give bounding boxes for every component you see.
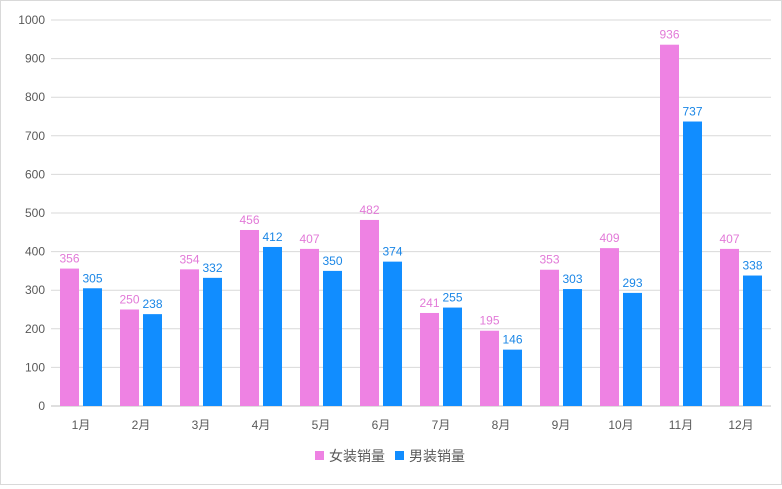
y-tick-label: 200 [25, 322, 45, 336]
y-tick-label: 700 [25, 129, 45, 143]
data-label: 407 [719, 232, 739, 246]
x-tick-label: 1月 [72, 418, 91, 432]
y-axis-ticks: 0 100 200 300 400 500 600 700 800 900 1000 [18, 13, 45, 413]
legend: 女装销量 男装销量 [315, 448, 465, 464]
data-label: 412 [262, 230, 282, 244]
bar-men [563, 289, 582, 406]
data-label: 238 [142, 297, 162, 311]
gridlines [51, 19, 771, 407]
bar-women [60, 268, 79, 406]
y-tick-label: 300 [25, 283, 45, 297]
data-label: 250 [119, 293, 139, 307]
data-label: 356 [59, 252, 79, 266]
bar-men [443, 307, 462, 406]
legend-label: 女装销量 [329, 448, 385, 464]
bar-men [683, 121, 702, 406]
bar-women [660, 44, 679, 406]
data-label: 407 [299, 232, 319, 246]
bar-men [143, 314, 162, 406]
data-label: 353 [539, 253, 559, 267]
bar-women [120, 309, 139, 406]
x-tick-label: 4月 [252, 418, 271, 432]
x-tick-label: 7月 [432, 418, 451, 432]
legend-label: 男装销量 [409, 448, 465, 464]
y-tick-label: 600 [25, 167, 45, 181]
y-tick-label: 100 [25, 360, 45, 374]
bar-women [720, 248, 739, 406]
y-tick-label: 0 [38, 399, 45, 413]
y-tick-label: 500 [25, 206, 45, 220]
data-label: 936 [659, 28, 679, 42]
x-tick-label: 6月 [372, 418, 391, 432]
bar-men [743, 275, 762, 406]
data-label: 255 [442, 291, 462, 305]
x-tick-label: 10月 [608, 418, 633, 432]
data-label: 146 [502, 333, 522, 347]
bar-men [503, 349, 522, 406]
y-tick-label: 1000 [18, 13, 45, 27]
x-tick-label: 2月 [132, 418, 151, 432]
x-tick-label: 9月 [552, 418, 571, 432]
bar-women [300, 248, 319, 406]
data-label: 409 [599, 231, 619, 245]
bar-men [623, 292, 642, 406]
data-label: 482 [359, 203, 379, 217]
y-tick-label: 400 [25, 245, 45, 259]
x-tick-label: 3月 [192, 418, 211, 432]
bar-women [420, 312, 439, 406]
legend-swatch [395, 451, 404, 460]
x-tick-label: 11月 [669, 418, 693, 432]
data-label: 350 [322, 254, 342, 268]
bar-women [480, 330, 499, 406]
data-label: 305 [82, 271, 102, 285]
x-tick-label: 8月 [492, 418, 511, 432]
bar-men [203, 277, 222, 406]
bar-women [360, 219, 379, 406]
x-tick-label: 5月 [312, 418, 331, 432]
bar-women [540, 269, 559, 406]
x-tick-label: 12月 [728, 418, 753, 432]
bar-women [180, 269, 199, 406]
data-label: 293 [622, 276, 642, 290]
data-label: 456 [239, 213, 259, 227]
x-axis-ticks: 1月 2月 3月 4月 5月 6月 7月 8月 9月 10月 11月 12月 [72, 418, 754, 432]
bar-men [83, 288, 102, 406]
data-label: 737 [682, 105, 702, 119]
data-label: 303 [562, 272, 582, 286]
y-tick-label: 900 [25, 52, 45, 66]
bar-women [600, 248, 619, 406]
bar-men [263, 246, 282, 406]
bar-women [240, 229, 259, 406]
data-label: 241 [419, 296, 439, 310]
bars [60, 44, 762, 406]
data-label: 354 [179, 252, 199, 266]
bar-men [323, 270, 342, 406]
data-label: 338 [742, 259, 762, 273]
y-tick-label: 800 [25, 90, 45, 104]
bar-men [383, 261, 402, 406]
data-label: 374 [382, 245, 402, 259]
data-label: 195 [479, 314, 499, 328]
legend-swatch [315, 451, 324, 460]
data-label: 332 [202, 261, 222, 275]
